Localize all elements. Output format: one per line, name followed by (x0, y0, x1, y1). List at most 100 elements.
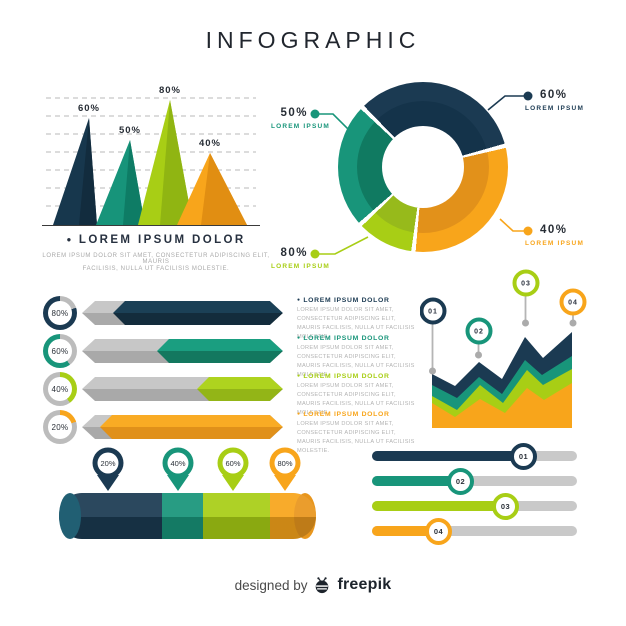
pin-label-20: 20% (100, 459, 115, 468)
cylinder-seg-teal (162, 493, 203, 539)
row4-line2: MAURIS FACILISIS, NULLA UT FACILISIS MOL… (297, 439, 415, 454)
pin-label-80: 80% (277, 459, 292, 468)
row4-heading: LOREM IPSUM DOLOR (303, 411, 390, 418)
arrow-bar-track-1 (82, 301, 283, 325)
marker-circle-02 (465, 317, 493, 345)
footer-credit: designed by freepik (0, 576, 626, 594)
progress-ring-40-label: 40% (48, 377, 72, 401)
callout-dot-teal (310, 109, 320, 119)
marker-circle-03 (512, 269, 540, 297)
progress-ring-40: 40% (43, 372, 77, 406)
callout-dot-lime (310, 249, 320, 259)
progress-ring-80: 80% (43, 296, 77, 330)
arrow-bar-fill-lime (197, 377, 283, 401)
row2-line2: MAURIS FACILISIS, NULLA UT FACILISIS MOL… (297, 363, 415, 378)
donut-caption-40: LOREM IPSUM (525, 240, 585, 247)
progress-ring-60: 60% (43, 334, 77, 368)
progress-ring-20: 20% (43, 410, 77, 444)
row3-bullet-icon: ● (297, 373, 301, 379)
map-pin-80: 80% (269, 447, 301, 491)
row-text-2: ● LOREM IPSUM DOLOR LOREM IPSUM DOLOR SI… (297, 335, 432, 380)
map-pin-60: 60% (217, 447, 249, 491)
slider-fill-02 (372, 476, 460, 486)
freepik-bee-icon (316, 577, 329, 594)
row-text-3: ● LOREM IPSUM DOLOR LOREM IPSUM DOLOR SI… (297, 373, 432, 418)
cylinder-seg-lime (203, 493, 270, 539)
slider-fill-01 (372, 451, 523, 461)
cylinder-left-cap (59, 493, 81, 539)
donut-caption-80: LOREM IPSUM (270, 263, 330, 270)
intro-heading: ● LOREM IPSUM DOLOR (40, 234, 272, 246)
slider-track-04[interactable] (372, 526, 577, 536)
row2-heading: LOREM IPSUM DOLOR (303, 335, 390, 342)
page-title: INFOGRAPHIC (205, 27, 421, 53)
arrow-bar-fill-orange (100, 415, 283, 439)
marker-label-01: 01 (428, 309, 438, 316)
slider-track-03[interactable] (372, 501, 577, 511)
slider-knob-01[interactable]: 01 (510, 443, 537, 470)
donut-hole (382, 126, 464, 208)
area-layer-orange (432, 383, 572, 428)
row2-line1: LOREM IPSUM DOLOR SIT AMET, CONSECTETUR … (297, 345, 396, 360)
progress-ring-20-label: 20% (48, 415, 72, 439)
marker-label-04: 04 (568, 300, 578, 307)
pin-label-60: 60% (225, 459, 240, 468)
mountain-triangle-navy (53, 118, 97, 225)
donut-label-60: 60% (540, 89, 568, 101)
map-pin-40: 40% (162, 447, 194, 491)
slider-track-01[interactable] (372, 451, 577, 461)
slider-fill-03 (372, 501, 505, 511)
designed-by-text: designed by (234, 577, 308, 593)
row3-heading: LOREM IPSUM DOLOR (303, 373, 390, 380)
row3-line1: LOREM IPSUM DOLOR SIT AMET, CONSECTETUR … (297, 383, 396, 398)
row1-line2: MAURIS FACILISIS, NULLA UT FACILISIS MOL… (297, 325, 415, 340)
row1-line1: LOREM IPSUM DOLOR SIT AMET, CONSECTETUR … (297, 307, 396, 322)
mountain-label-4: 40% (199, 138, 221, 149)
mountain-triangle-lime (138, 100, 193, 225)
cylinder-chart (59, 493, 316, 539)
donut-label-80: 80% (280, 247, 308, 259)
intro-body-line2: FACILISIS, NULLA UT FACILISIS MOLESTIE. (82, 266, 230, 272)
stacked-area-chart: 01 02 03 04 (420, 269, 587, 428)
intro-bullet-icon: ● (66, 235, 74, 244)
row4-line1: LOREM IPSUM DOLOR SIT AMET, CONSECTETUR … (297, 421, 396, 436)
arrow-bar-track-2 (82, 339, 283, 363)
donut-caption-50: LOREM IPSUM (270, 123, 330, 130)
callout-dot-navy (523, 91, 533, 101)
slider-knob-02[interactable]: 02 (447, 468, 474, 495)
arrow-bar-fill-navy (113, 301, 283, 325)
progress-ring-80-label: 80% (48, 301, 72, 325)
marker-circle-04 (559, 288, 587, 316)
progress-ring-60-label: 60% (48, 339, 72, 363)
marker-circle-01 (420, 297, 447, 325)
intro-heading-text: LOREM IPSUM DOLOR (78, 234, 246, 246)
callout-dot-orange (523, 226, 533, 236)
row1-bullet-icon: ● (297, 297, 301, 303)
marker-label-03: 03 (521, 281, 531, 288)
row4-bullet-icon: ● (297, 411, 301, 417)
mountain-label-2: 50% (119, 125, 141, 136)
row2-bullet-icon: ● (297, 335, 301, 341)
intro-body-line1: LOREM IPSUM DOLOR SIT AMET, CONSECTETUR … (42, 253, 270, 265)
pin-label-40: 40% (170, 459, 185, 468)
slider-fill-04 (372, 526, 438, 536)
arrow-bar-track-4 (82, 415, 283, 439)
row1-heading: LOREM IPSUM DOLOR (303, 297, 390, 304)
arrow-bar-fill-teal (157, 339, 283, 363)
mountain-label-3: 80% (159, 85, 181, 96)
mountain-label-1: 60% (78, 103, 100, 114)
row-text-1: ● LOREM IPSUM DOLOR LOREM IPSUM DOLOR SI… (297, 297, 432, 342)
mountain-triangle-orange (177, 153, 247, 225)
mountain-triangle-teal (96, 140, 145, 225)
slider-knob-03[interactable]: 03 (492, 493, 519, 520)
row-text-4: ● LOREM IPSUM DOLOR LOREM IPSUM DOLOR SI… (297, 411, 432, 456)
marker-stem-dots (429, 319, 577, 375)
mountain-chart: 60% 50% 80% 40% (42, 85, 260, 226)
slider-knob-04[interactable]: 04 (425, 518, 452, 545)
donut-caption-60: LOREM IPSUM (525, 105, 585, 112)
slider-track-02[interactable] (372, 476, 577, 486)
donut-label-50: 50% (280, 107, 308, 119)
arrow-bar-track-3 (82, 377, 283, 401)
map-pin-20: 20% (92, 447, 124, 491)
